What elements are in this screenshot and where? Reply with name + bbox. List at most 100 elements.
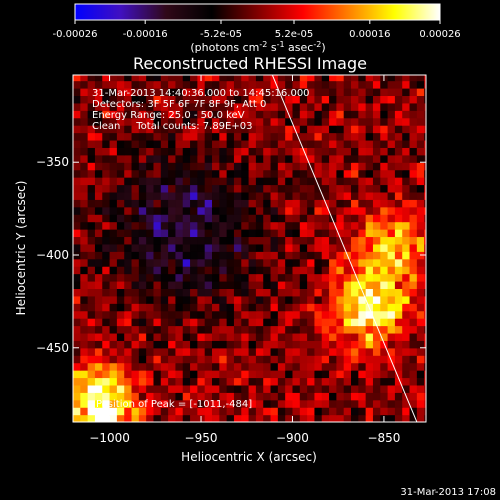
heatmap-cell: [343, 392, 352, 401]
heatmap-cell: [168, 102, 177, 111]
heatmap-cell: [336, 243, 345, 252]
heatmap-cell: [131, 355, 140, 364]
heatmap-cell: [321, 288, 330, 297]
heatmap-cell: [241, 295, 250, 304]
heatmap-cell: [365, 221, 374, 230]
colorbar: -0.00026 -0.00016 -5.2e-05 5.2e-05 0.00016 0.…: [53, 3, 461, 54]
heatmap-cell: [226, 229, 235, 238]
heatmap-cell: [372, 355, 381, 364]
heatmap-cell: [168, 80, 177, 89]
heatmap-cell: [380, 206, 389, 215]
heatmap-cell: [277, 229, 286, 238]
heatmap-cell: [233, 206, 242, 215]
heatmap-cell: [190, 251, 198, 260]
heatmap-cell: [372, 177, 381, 186]
heatmap-cell: [365, 347, 374, 356]
heatmap-cell: [219, 184, 228, 193]
heatmap-cell: [248, 243, 257, 252]
heatmap-cell: [175, 199, 184, 208]
heatmap-cell: [336, 414, 345, 422]
heatmap-cell: [358, 177, 367, 186]
heatmap-cell: [73, 407, 81, 416]
heatmap-cell: [270, 125, 279, 134]
heatmap-cell: [168, 280, 177, 289]
heatmap-cell: [212, 243, 220, 252]
heatmap-cell: [197, 318, 206, 327]
heatmap-cell: [160, 110, 169, 119]
heatmap-cell: [219, 251, 228, 260]
heatmap-cell: [372, 243, 381, 252]
heatmap-cell: [424, 258, 426, 267]
heatmap-cell: [212, 251, 220, 260]
heatmap-cell: [146, 288, 155, 297]
heatmap-cell: [270, 177, 279, 186]
heatmap-cell: [226, 399, 235, 408]
heatmap-cell: [80, 332, 89, 341]
heatmap-cell: [321, 355, 330, 364]
heatmap-cell: [73, 414, 81, 422]
heatmap-cell: [263, 384, 272, 393]
heatmap-cell: [255, 273, 264, 282]
heatmap-cell: [394, 303, 403, 312]
heatmap-cell: [285, 251, 294, 260]
heatmap-cell: [329, 295, 337, 304]
heatmap-cell: [168, 206, 177, 215]
heatmap-cell: [263, 392, 272, 401]
heatmap-cell: [292, 87, 301, 97]
heatmap-cell: [102, 229, 111, 238]
heatmap-cell: [424, 295, 426, 304]
heatmap-cell: [212, 370, 220, 379]
heatmap-cell: [387, 87, 396, 97]
heatmap-cell: [299, 340, 308, 349]
heatmap-cell: [329, 266, 337, 275]
heatmap-cell: [285, 288, 294, 297]
heatmap-cell: [277, 191, 286, 200]
heatmap-cell: [212, 139, 220, 148]
heatmap-cell: [409, 362, 418, 371]
heatmap-cell: [204, 384, 213, 393]
heatmap-cell: [402, 414, 411, 422]
colorbar-tick-label: -0.00026: [53, 29, 98, 40]
heatmap-cell: [394, 191, 403, 200]
heatmap-cell: [314, 384, 323, 393]
heatmap-cell: [102, 110, 111, 119]
heatmap-cell: [351, 251, 359, 260]
heatmap-cell: [394, 184, 403, 193]
heatmap-cell: [241, 266, 250, 275]
heatmap-cell: [285, 117, 294, 126]
heatmap-cell: [336, 110, 345, 119]
heatmap-cell: [102, 266, 111, 275]
heatmap-cell: [343, 370, 352, 379]
heatmap-cell: [138, 75, 147, 82]
heatmap-cell: [248, 273, 257, 282]
heatmap-cell: [336, 355, 345, 364]
heatmap-cell: [380, 310, 389, 319]
heatmap-cell: [380, 392, 389, 401]
heatmap-cell: [219, 132, 228, 141]
heatmap-cell: [321, 169, 330, 178]
heatmap-cell: [336, 206, 345, 215]
heatmap-cell: [299, 206, 308, 215]
heatmap-cell: [343, 318, 352, 327]
heatmap-cell: [219, 221, 228, 230]
heatmap-cell: [292, 162, 301, 171]
heatmap-cell: [182, 370, 191, 379]
heatmap-cell: [292, 266, 301, 275]
heatmap-cell: [424, 280, 426, 289]
heatmap-cell: [409, 399, 418, 408]
heatmap-cell: [212, 295, 220, 304]
heatmap-cell: [190, 139, 198, 148]
heatmap-cell: [409, 318, 418, 327]
heatmap-cell: [212, 384, 220, 393]
heatmap-cell: [241, 191, 250, 200]
heatmap-cell: [197, 273, 206, 282]
heatmap-cell: [380, 117, 389, 126]
heatmap-cell: [409, 154, 418, 163]
heatmap-cell: [146, 139, 155, 148]
heatmap-cell: [307, 251, 316, 260]
heatmap-cell: [387, 199, 396, 208]
heatmap-cell: [102, 125, 111, 134]
heatmap-cell: [182, 199, 191, 208]
heatmap-cell: [351, 95, 359, 104]
heatmap-cell: [219, 355, 228, 364]
